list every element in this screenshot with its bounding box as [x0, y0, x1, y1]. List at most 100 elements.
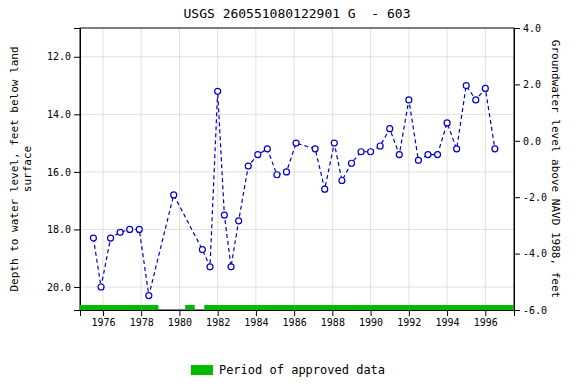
y-axis-tick: 18.0 — [47, 224, 80, 235]
y-axis-tick-label: 12.0 — [47, 51, 71, 62]
x-axis-tick-label: 1990 — [359, 317, 383, 328]
y2-axis-tick-mark — [514, 28, 520, 29]
data-point — [454, 146, 460, 152]
y-axis-tick: 14.0 — [47, 109, 80, 120]
data-point — [146, 293, 152, 299]
x-axis-tick-mark — [218, 310, 219, 316]
y-axis-tick: 20.0 — [47, 282, 80, 293]
data-point — [293, 140, 299, 146]
y2-axis-label: Groundwater level above NAVD 1988, feet — [549, 40, 562, 298]
x-axis-tick-label: 1988 — [321, 317, 345, 328]
data-point — [435, 152, 441, 158]
y-axis-tick-mark — [74, 57, 80, 58]
y2-axis-tick: -4.0 — [514, 248, 547, 259]
grid-line-x — [294, 28, 295, 310]
legend-swatch — [191, 365, 213, 375]
x-axis-tick-label: 1978 — [130, 317, 154, 328]
x-axis-tick-label: 1980 — [168, 317, 192, 328]
approved-period — [80, 305, 158, 310]
approved-periods — [80, 305, 514, 310]
data-point — [90, 235, 96, 241]
data-point — [283, 169, 289, 175]
y-axis: 12.014.016.018.020.0 — [47, 29, 81, 311]
data-point — [221, 212, 227, 218]
data-point — [368, 149, 374, 155]
data-point — [444, 120, 450, 126]
y-axis-tick-mark — [74, 114, 80, 115]
x-axis-tick-label: 1994 — [436, 317, 460, 328]
y2-axis-tick-mark — [514, 310, 520, 311]
data-point — [236, 218, 242, 224]
data-point — [136, 226, 142, 232]
y2-axis-tick-mark — [514, 84, 520, 85]
x-axis-tick: 1992 — [397, 310, 421, 328]
grid-line-x — [217, 28, 218, 310]
grid-line-y — [80, 114, 514, 115]
x-axis-tick-mark — [141, 310, 142, 316]
x-axis-tick-mark — [103, 310, 104, 316]
y2-axis-line — [515, 29, 521, 311]
x-axis-tick-mark — [447, 310, 448, 316]
y-axis-tick-mark — [74, 172, 80, 173]
x-axis-tick-mark — [485, 310, 486, 316]
data-point — [215, 88, 221, 94]
y2-axis: 4.02.00.0-2.0-4.0-6.0 — [514, 23, 547, 316]
data-point — [312, 146, 318, 152]
x-axis-tick: 1984 — [244, 310, 268, 328]
data-point — [245, 163, 251, 169]
data-point — [322, 186, 328, 192]
x-axis-tick: 1990 — [359, 310, 383, 328]
grid-line-x — [141, 28, 142, 310]
x-axis-tick: 1978 — [130, 310, 154, 328]
y2-axis-tick-mark — [514, 141, 520, 142]
grid-line-x — [485, 28, 486, 310]
grid-line-x — [408, 28, 409, 310]
y2-axis-tick-mark — [514, 197, 520, 198]
approved-period — [185, 305, 195, 310]
data-point — [331, 140, 337, 146]
x-axis-tick-mark — [332, 310, 333, 316]
x-axis: 1976197819801982198419861988199019921994… — [81, 310, 515, 328]
markers — [90, 83, 497, 299]
chart: 1976197819801982198419861988199019921994… — [0, 0, 576, 384]
y2-axis-tick-label: -2.0 — [523, 192, 547, 203]
data-point — [228, 264, 234, 270]
y-axis-tick-label: 14.0 — [47, 109, 71, 120]
grid-line-x — [447, 28, 448, 310]
x-axis-tick-mark — [409, 310, 410, 316]
data-point — [117, 229, 123, 235]
y-axis-label: Depth to water level, feet below landsur… — [8, 46, 34, 291]
grid-line-x — [102, 28, 103, 310]
y2-axis-tick: -2.0 — [514, 192, 547, 203]
x-axis-tick-mark — [371, 310, 372, 316]
x-axis-tick-label: 1976 — [91, 317, 115, 328]
x-axis-tick: 1996 — [474, 310, 498, 328]
data-point — [207, 264, 213, 270]
data-point — [415, 157, 421, 163]
x-axis-tick-mark — [294, 310, 295, 316]
x-axis-tick: 1994 — [436, 310, 460, 328]
x-axis-tick-mark — [179, 310, 180, 316]
x-axis-tick-mark — [256, 310, 257, 316]
y2-axis-tick: 2.0 — [514, 79, 541, 90]
data-point — [425, 152, 431, 158]
y-axis-tick-label: 20.0 — [47, 282, 71, 293]
x-axis-tick: 1976 — [91, 310, 115, 328]
data-point — [492, 146, 498, 152]
data-point — [255, 152, 261, 158]
data-point — [199, 247, 205, 253]
data-point — [387, 126, 393, 132]
y2-axis-tick-label: 2.0 — [523, 79, 541, 90]
data-point — [463, 83, 469, 89]
data-point — [264, 146, 270, 152]
marks — [80, 83, 514, 310]
data-point — [358, 149, 364, 155]
plot-frame — [80, 28, 514, 310]
x-axis-tick-label: 1986 — [283, 317, 307, 328]
data-point — [406, 97, 412, 103]
legend: Period of approved data — [191, 363, 385, 377]
y2-axis-tick-label: -6.0 — [523, 305, 547, 316]
grid-line-y — [80, 56, 514, 57]
y2-axis-tick: 0.0 — [514, 136, 541, 147]
data-point — [473, 97, 479, 103]
